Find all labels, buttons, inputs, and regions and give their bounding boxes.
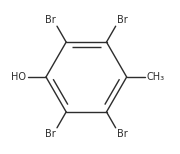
Text: HO: HO [11,72,26,82]
Text: CH₃: CH₃ [147,72,165,82]
Text: Br: Br [45,15,56,25]
Text: Br: Br [117,129,127,139]
Text: Br: Br [117,15,127,25]
Text: Br: Br [45,129,56,139]
